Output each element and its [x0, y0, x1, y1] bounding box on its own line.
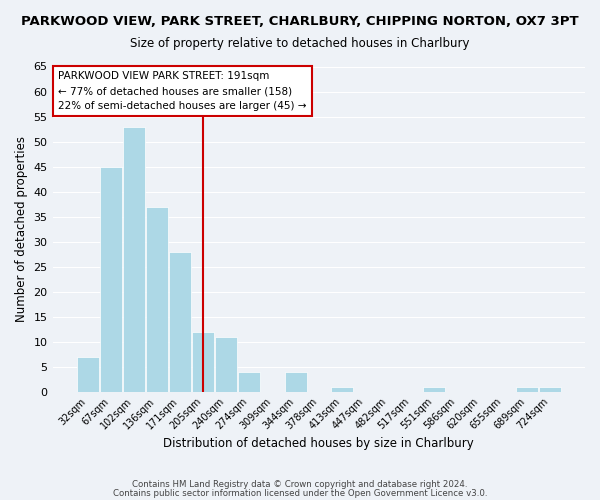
Text: Contains HM Land Registry data © Crown copyright and database right 2024.: Contains HM Land Registry data © Crown c… — [132, 480, 468, 489]
Bar — [331, 386, 353, 392]
Bar — [192, 332, 214, 392]
Y-axis label: Number of detached properties: Number of detached properties — [15, 136, 28, 322]
Bar — [516, 386, 538, 392]
Bar — [539, 386, 561, 392]
Bar — [424, 386, 445, 392]
X-axis label: Distribution of detached houses by size in Charlbury: Distribution of detached houses by size … — [163, 437, 474, 450]
Text: Size of property relative to detached houses in Charlbury: Size of property relative to detached ho… — [130, 38, 470, 51]
Bar — [169, 252, 191, 392]
Bar — [146, 206, 168, 392]
Text: Contains public sector information licensed under the Open Government Licence v3: Contains public sector information licen… — [113, 488, 487, 498]
Bar — [215, 336, 238, 392]
Text: PARKWOOD VIEW, PARK STREET, CHARLBURY, CHIPPING NORTON, OX7 3PT: PARKWOOD VIEW, PARK STREET, CHARLBURY, C… — [21, 15, 579, 28]
Text: PARKWOOD VIEW PARK STREET: 191sqm
← 77% of detached houses are smaller (158)
22%: PARKWOOD VIEW PARK STREET: 191sqm ← 77% … — [58, 72, 307, 111]
Bar — [284, 372, 307, 392]
Bar — [238, 372, 260, 392]
Bar — [100, 166, 122, 392]
Bar — [123, 126, 145, 392]
Bar — [77, 356, 98, 392]
